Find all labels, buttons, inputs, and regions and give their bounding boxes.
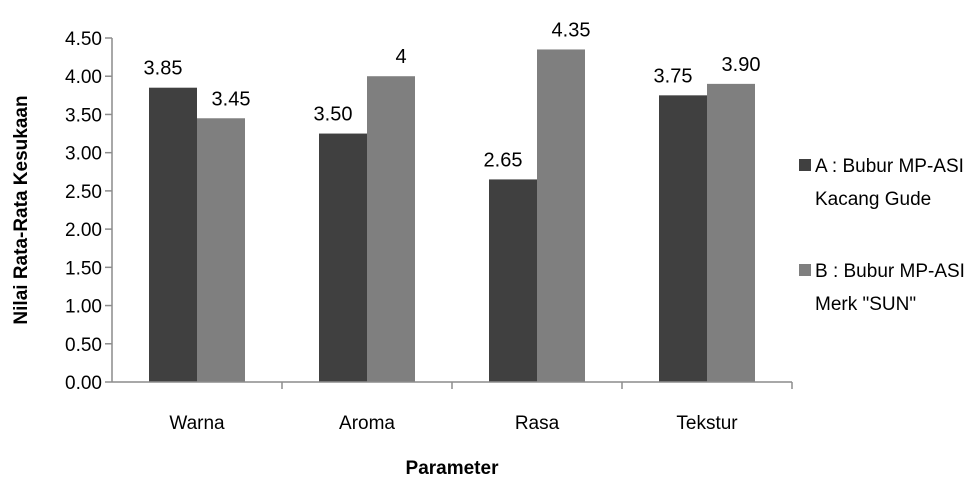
value-label: 2.65 xyxy=(484,149,523,171)
value-label: 3.75 xyxy=(654,65,693,87)
value-label: 3.45 xyxy=(212,88,251,110)
bars xyxy=(149,49,755,383)
y-tick-label: 1.50 xyxy=(65,258,102,279)
x-axis-title: Parameter xyxy=(406,458,500,479)
value-label: 3.90 xyxy=(722,54,761,76)
value-label: 3.85 xyxy=(144,58,183,80)
legend-swatch xyxy=(799,159,811,171)
legend-swatch xyxy=(799,264,811,276)
bar-a-aroma xyxy=(319,133,367,382)
value-label: 4.35 xyxy=(552,19,591,41)
bar-b-aroma xyxy=(367,76,415,382)
y-tick-label: 2.00 xyxy=(65,220,102,241)
x-axis-ticks: Warna Aroma Rasa Tekstur xyxy=(169,382,793,434)
y-tick-label: 0.00 xyxy=(65,373,102,394)
value-label: 3.50 xyxy=(314,104,353,126)
bar-a-rasa xyxy=(489,179,537,382)
bar-b-tekstur xyxy=(707,83,755,382)
legend: A : Bubur MP-ASI Kacang Gude B : Bubur MP-… xyxy=(799,156,965,315)
y-axis-title: Nilai Rata-Rata Kesukaan xyxy=(11,95,32,324)
legend-label: Merk "SUN" xyxy=(815,294,916,315)
bar-a-tekstur xyxy=(659,95,707,382)
y-axis-ticks: 0.00 0.50 1.00 1.50 2.00 2.50 3.00 3.50 4.00 4.50 xyxy=(65,29,112,394)
bar-b-warna xyxy=(197,118,245,383)
bar-a-warna xyxy=(149,87,197,382)
value-label: 4 xyxy=(395,46,406,68)
y-tick-label: 3.00 xyxy=(65,144,102,165)
bar-b-rasa xyxy=(537,49,585,382)
x-category-label: Rasa xyxy=(515,413,560,434)
x-category-label: Tekstur xyxy=(676,413,738,434)
x-category-label: Aroma xyxy=(339,413,395,434)
y-tick-label: 0.50 xyxy=(65,335,102,356)
x-category-label: Warna xyxy=(169,413,225,434)
y-tick-label: 3.50 xyxy=(65,105,102,126)
legend-label: Kacang Gude xyxy=(815,189,931,210)
y-tick-label: 4.00 xyxy=(65,67,102,88)
value-labels: 3.85 3.45 3.50 4 2.65 4.35 3.75 3.90 xyxy=(144,19,761,171)
y-tick-label: 2.50 xyxy=(65,182,102,203)
y-tick-label: 1.00 xyxy=(65,297,102,318)
y-tick-label: 4.50 xyxy=(65,29,102,50)
legend-label: A : Bubur MP-ASI xyxy=(815,156,964,177)
legend-label: B : Bubur MP-ASI xyxy=(815,261,965,282)
